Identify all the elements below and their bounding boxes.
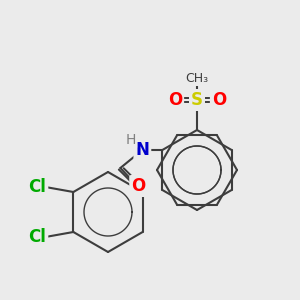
Text: N: N — [135, 141, 149, 159]
Text: S: S — [191, 91, 203, 109]
Text: O: O — [212, 91, 226, 109]
Text: CH₃: CH₃ — [185, 71, 208, 85]
Text: O: O — [168, 91, 182, 109]
Text: Cl: Cl — [28, 178, 46, 196]
Text: H: H — [125, 133, 136, 147]
Text: Cl: Cl — [28, 228, 46, 246]
Text: O: O — [131, 177, 146, 195]
